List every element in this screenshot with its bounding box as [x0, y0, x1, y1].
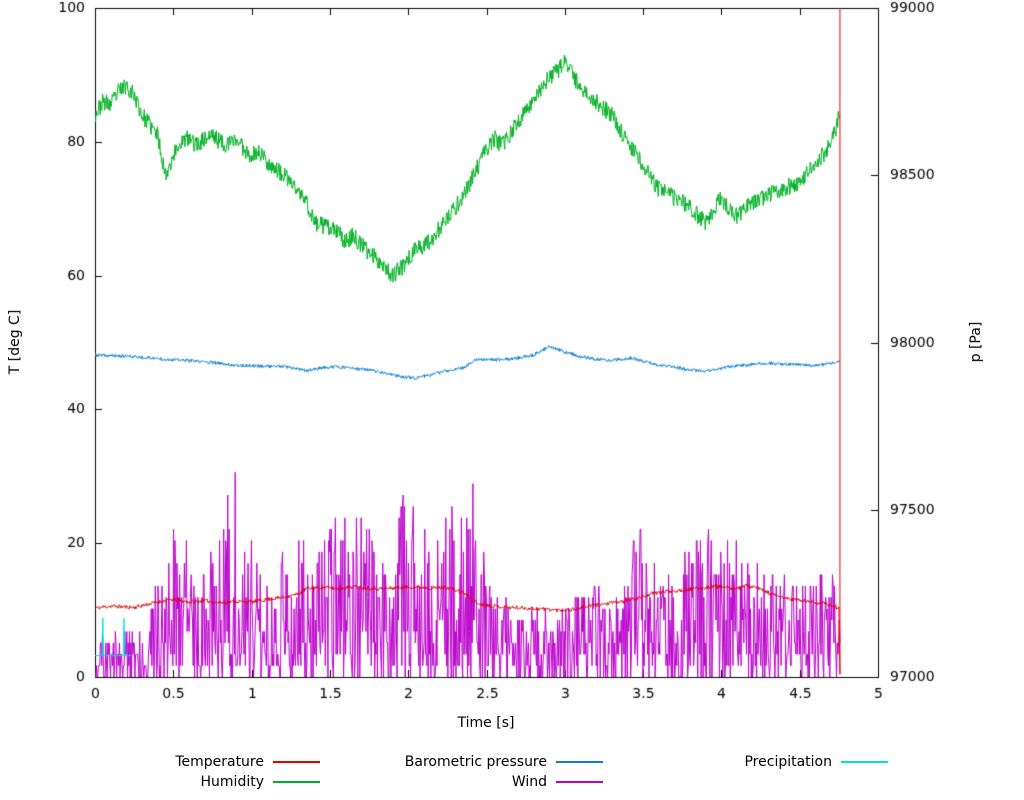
legend-line-swatch [556, 781, 603, 783]
legend-label: Wind [511, 774, 547, 790]
weather-chart-canvas [0, 0, 1024, 740]
legend-item-precipitation: Precipitation [744, 753, 888, 771]
legend-item-humidity: Humidity [201, 773, 320, 791]
left-axis-title: T [deg C] [7, 309, 23, 375]
legend-label: Temperature [175, 754, 264, 770]
legend-item-wind: Wind [512, 773, 603, 791]
legend-item-barometric-pressure: Barometric pressure [405, 753, 603, 771]
x-axis-title: Time [s] [457, 715, 515, 731]
right-axis-title: p [Pa] [968, 321, 984, 363]
legend-label: Humidity [200, 774, 264, 790]
legend-line-swatch [841, 761, 888, 763]
legend-label: Barometric pressure [404, 754, 547, 770]
legend-line-swatch [556, 761, 603, 763]
legend-line-swatch [273, 781, 320, 783]
legend-label: Precipitation [744, 754, 832, 770]
legend-item-temperature: Temperature [175, 753, 320, 771]
legend-line-swatch [273, 761, 320, 763]
